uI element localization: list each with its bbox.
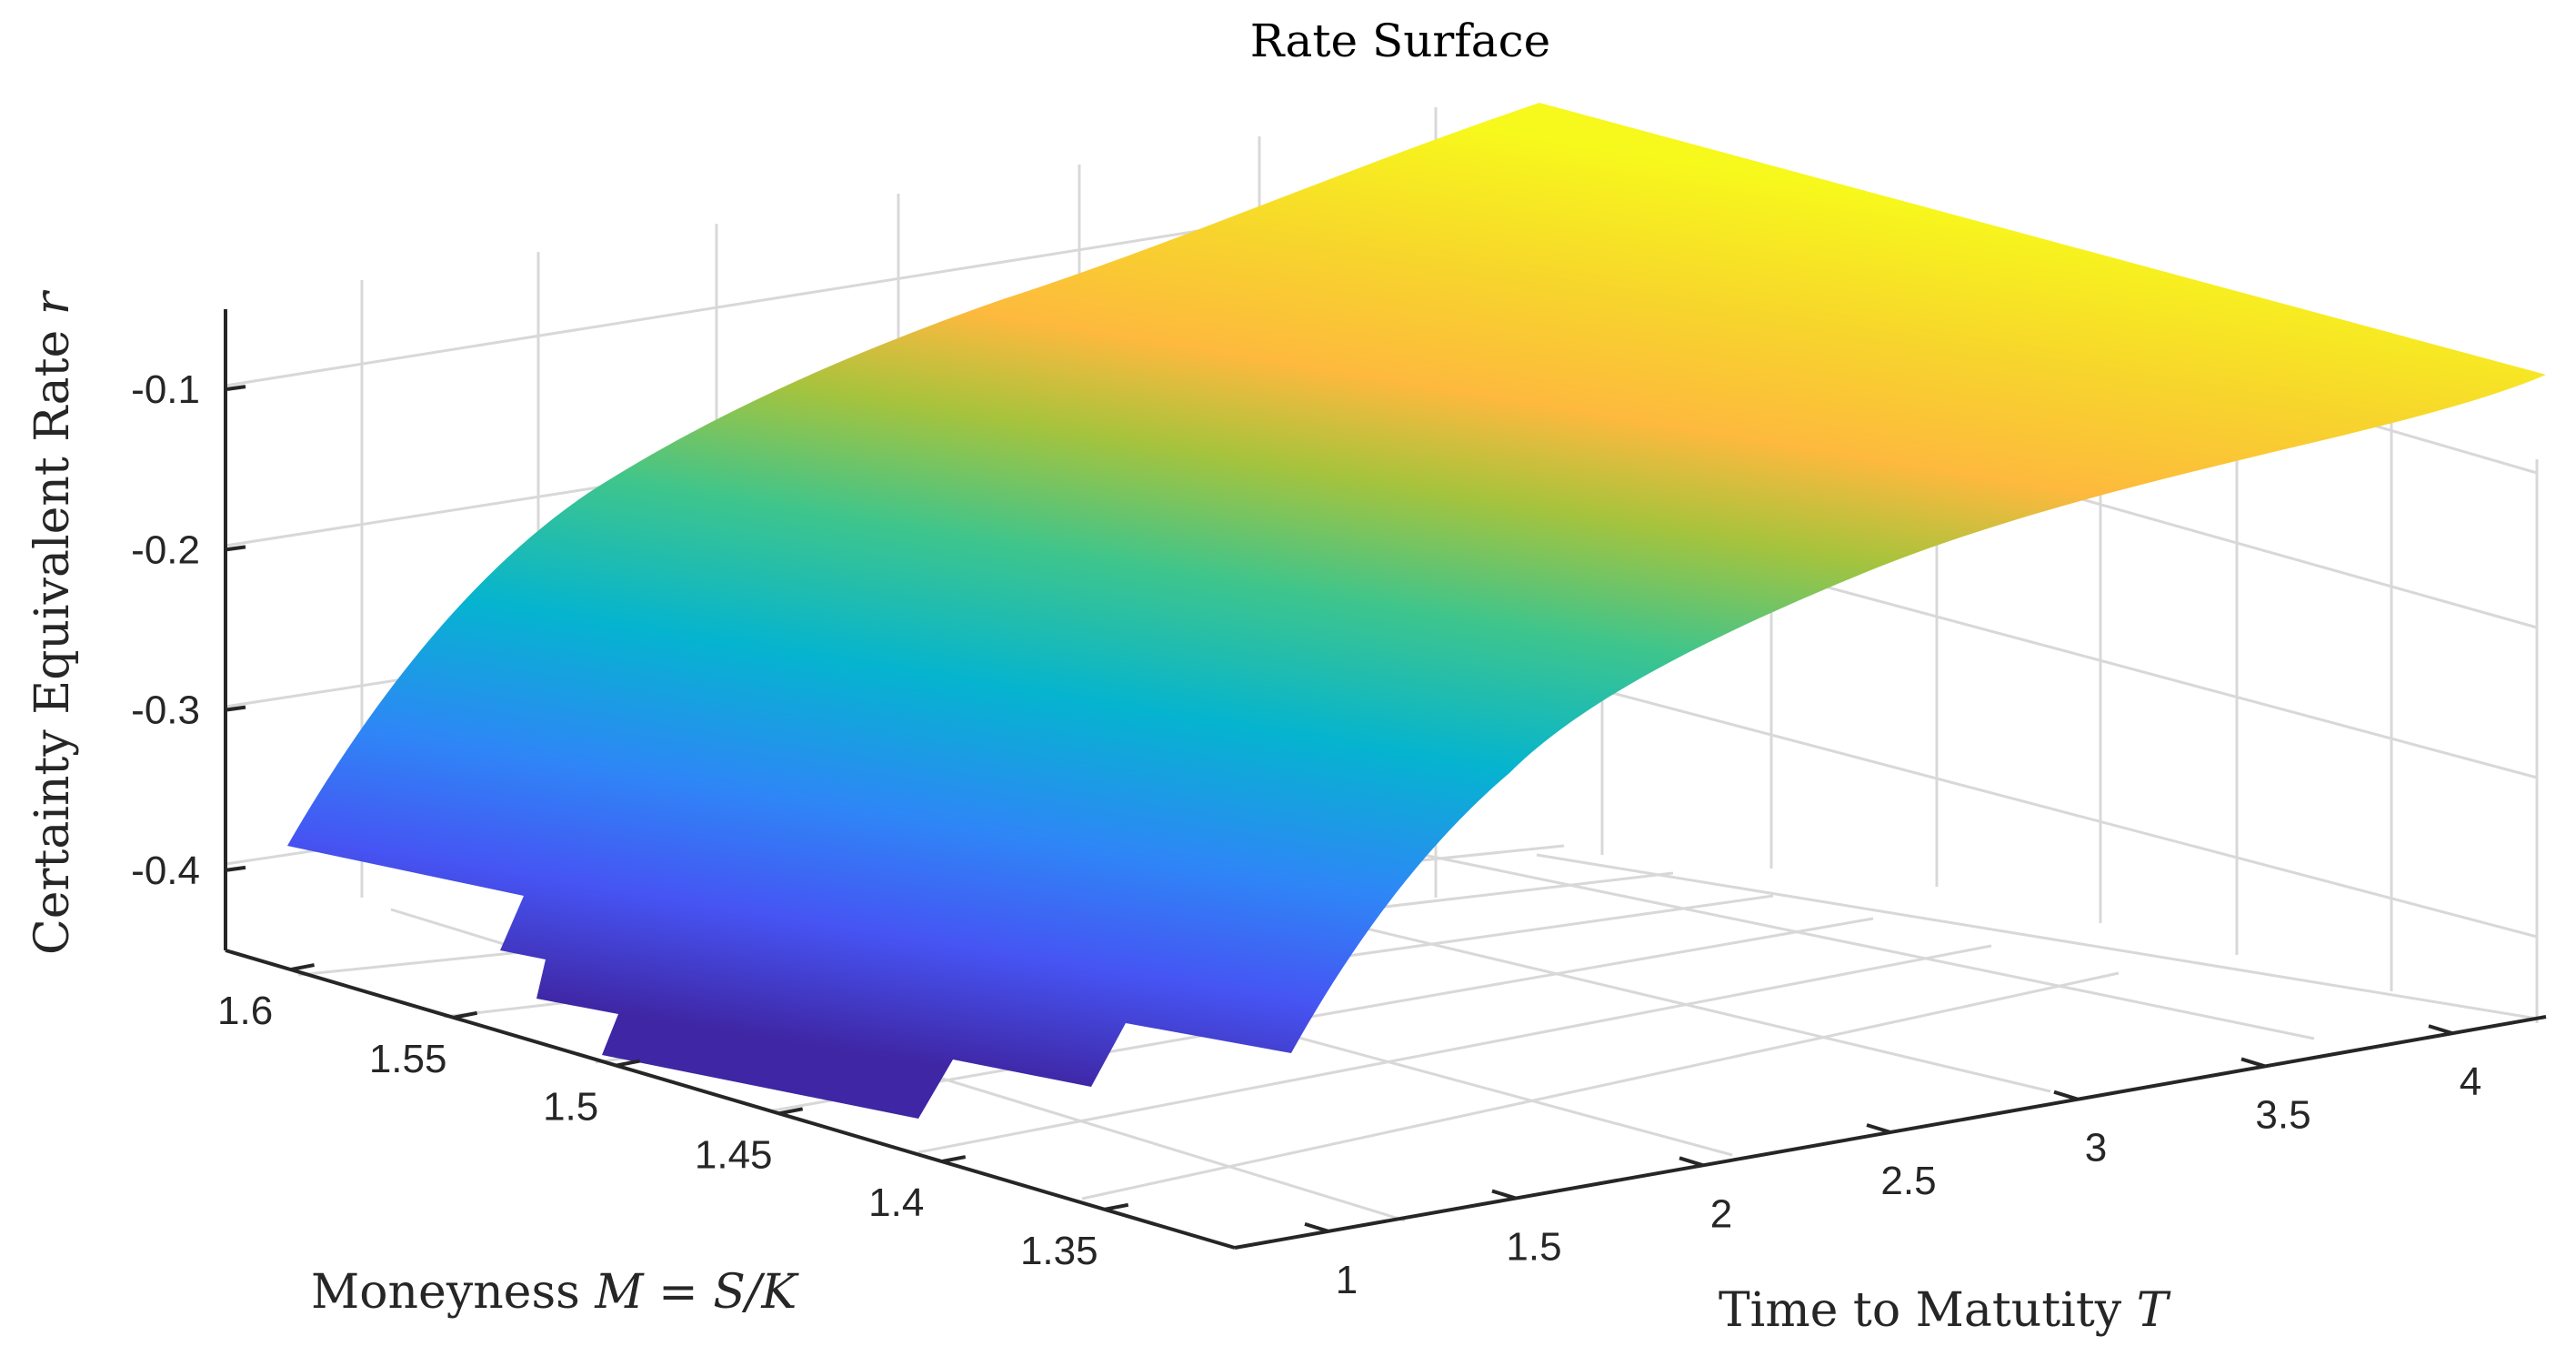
x-tick-mark: [778, 1107, 804, 1116]
y-tick-label: 3: [2085, 1126, 2107, 1170]
y-tick-mark: [1866, 1123, 1891, 1134]
z-axis-ticks: -0.1 -0.2 -0.3 -0.4: [131, 367, 246, 893]
y-tick-label: 3.5: [2255, 1092, 2310, 1137]
x-axis-ticks: 1.6 1.55 1.5 1.45 1.4 1.35: [217, 963, 1129, 1273]
grid-line: [1081, 971, 2120, 1200]
x-axis-label: Moneyness M = S/K: [311, 1265, 799, 1320]
grid-line: [917, 944, 1992, 1154]
y-tick-mark: [1679, 1156, 1704, 1168]
y-axis-label: Time to Matutity T: [1719, 1283, 2171, 1338]
z-tick-mark: [225, 865, 246, 872]
x-tick-mark: [941, 1155, 967, 1164]
y-tick-label: 4: [2460, 1060, 2481, 1104]
y-tick-mark: [2053, 1090, 2079, 1101]
z-tick-mark: [225, 385, 246, 392]
x-tick-mark: [616, 1059, 641, 1068]
y-tick-mark: [1491, 1189, 1517, 1200]
x-axis-line: [225, 949, 1236, 1250]
chart-title: Rate Surface: [1250, 15, 1550, 67]
x-axis-label-text: Moneyness: [311, 1265, 595, 1320]
z-axis-label-text: Certainty Equivalent Rate: [25, 315, 80, 955]
y-tick-mark: [1304, 1221, 1329, 1233]
grid-line: [1536, 853, 2538, 1020]
z-axis-label: Certainty Equivalent Rate r: [25, 289, 80, 955]
y-tick-label: 2: [1710, 1191, 1732, 1236]
z-tick-mark: [225, 545, 246, 552]
z-tick-label: -0.1: [131, 367, 200, 412]
x-tick-label: 1.45: [695, 1132, 773, 1177]
y-tick-label: 1.5: [1506, 1225, 1561, 1270]
x-tick-label: 1.55: [369, 1037, 447, 1081]
y-axis-label-text: Time to Matutity: [1719, 1283, 2137, 1338]
grid-line: [1290, 826, 2315, 1040]
rate-surface: [287, 103, 2546, 1119]
x-axis-label-math: M = S/K: [594, 1265, 799, 1320]
grid-line: [767, 917, 1874, 1113]
z-axis-label-math: r: [25, 289, 80, 315]
x-tick-label: 1.4: [868, 1180, 924, 1225]
y-axis-label-math: T: [2137, 1283, 2171, 1338]
x-tick-mark: [1104, 1202, 1129, 1211]
y-tick-label: 2.5: [1880, 1159, 1936, 1203]
y-tick-mark: [2428, 1024, 2453, 1036]
x-tick-mark: [290, 963, 315, 972]
x-tick-label: 1.35: [1020, 1229, 1098, 1273]
z-tick-mark: [225, 705, 246, 712]
x-tick-label: 1.5: [543, 1085, 598, 1130]
z-tick-label: -0.2: [131, 527, 200, 572]
grid-line: [1536, 671, 2538, 939]
y-tick-mark: [2240, 1057, 2266, 1069]
x-tick-mark: [453, 1010, 478, 1019]
z-tick-label: -0.4: [131, 849, 200, 893]
y-tick-label: 1: [1336, 1258, 1358, 1302]
x-tick-label: 1.6: [217, 989, 273, 1033]
y-axis-ticks: 1 1.5 2 2.5 3 3.5 4: [1304, 1024, 2481, 1302]
z-tick-label: -0.3: [131, 688, 200, 733]
